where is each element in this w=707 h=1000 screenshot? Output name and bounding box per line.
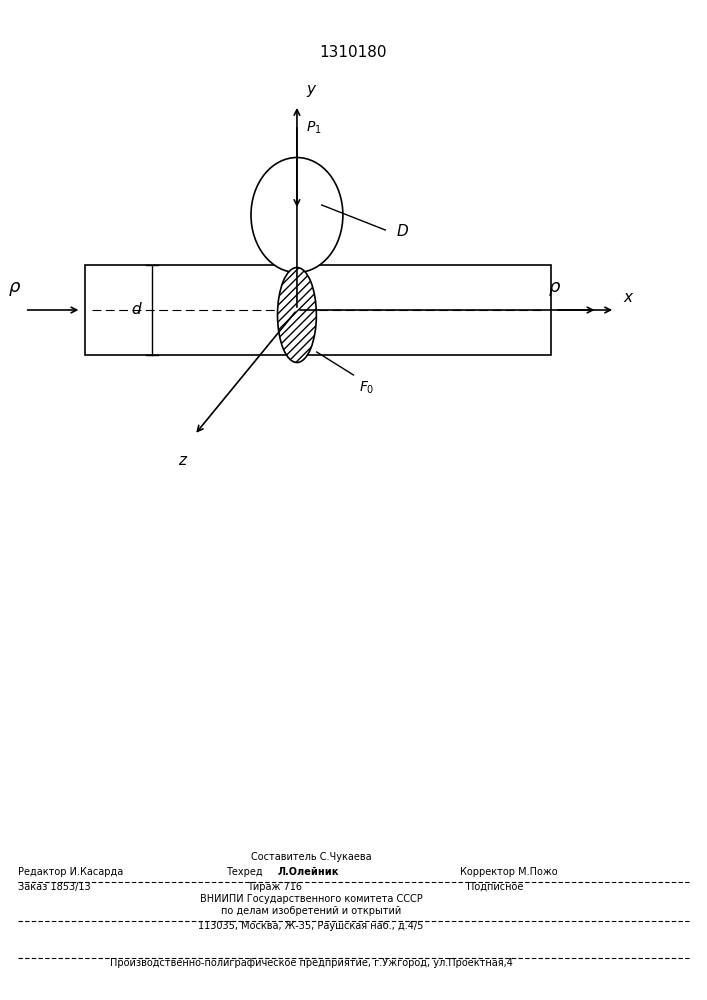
- Text: Производственно-полиграфическое предприятие, г.Ужгород, ул.Проектная,4: Производственно-полиграфическое предприя…: [110, 958, 513, 968]
- Text: $\rho$: $\rho$: [548, 280, 561, 298]
- Text: $\rho$: $\rho$: [8, 280, 21, 298]
- Text: 113035, Москва, Ж-35, Раушская наб., д.4/5: 113035, Москва, Ж-35, Раушская наб., д.4…: [199, 921, 423, 931]
- Ellipse shape: [277, 267, 317, 362]
- Bar: [85, 265, 551, 355]
- Text: ВНИИПИ Государственного комитета СССР: ВНИИПИ Государственного комитета СССР: [199, 894, 423, 904]
- Text: Техред: Техред: [226, 867, 266, 877]
- Ellipse shape: [251, 157, 343, 272]
- Text: Корректор М.Пожо: Корректор М.Пожо: [460, 867, 557, 877]
- Text: x: x: [624, 290, 633, 305]
- Text: Л.Олейник: Л.Олейник: [277, 867, 339, 877]
- Text: Заказ 1853/13: Заказ 1853/13: [18, 882, 90, 892]
- Text: Редактор И.Касарда: Редактор И.Касарда: [18, 867, 123, 877]
- Text: Тираж 716: Тираж 716: [247, 882, 303, 892]
- Text: $F_0$: $F_0$: [359, 380, 375, 396]
- Text: 1310180: 1310180: [320, 45, 387, 60]
- Text: d: d: [132, 302, 141, 318]
- Text: $\it{D}$: $\it{D}$: [396, 223, 409, 239]
- Text: Составитель С.Чукаева: Составитель С.Чукаева: [251, 852, 371, 862]
- Text: $P_1$: $P_1$: [306, 120, 322, 136]
- Text: по делам изобретений и открытий: по делам изобретений и открытий: [221, 906, 401, 916]
- Text: y: y: [306, 82, 315, 97]
- Text: Подписное: Подписное: [467, 882, 523, 892]
- Text: z: z: [178, 453, 186, 468]
